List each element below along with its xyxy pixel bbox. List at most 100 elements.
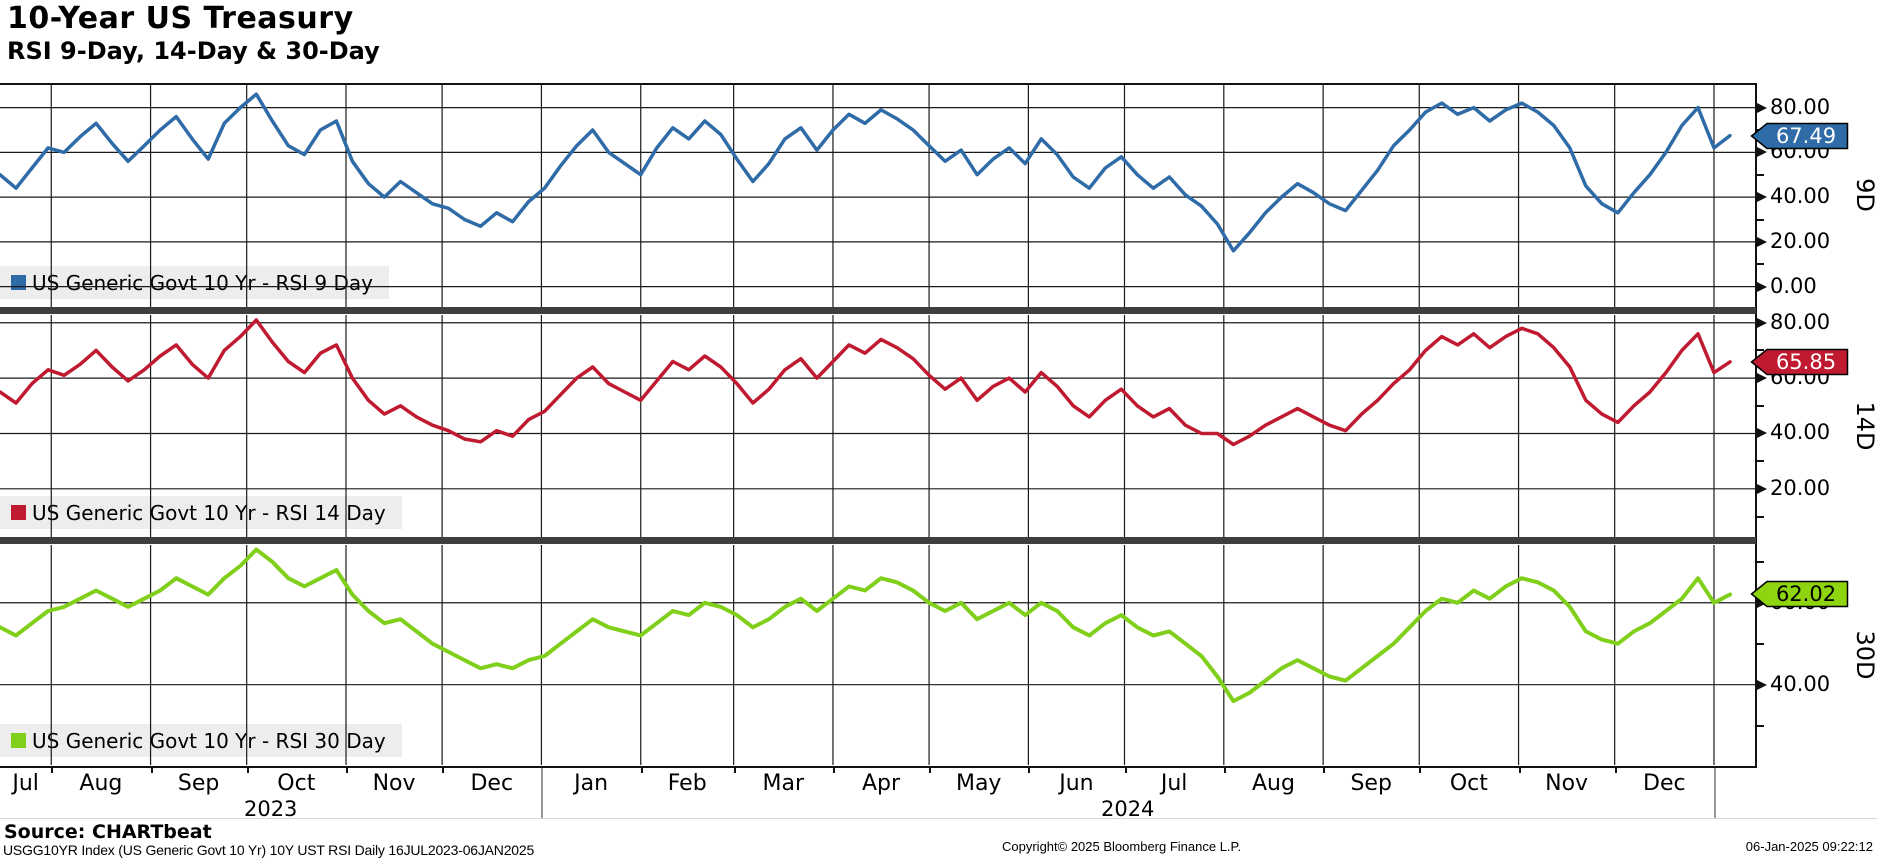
x-axis-month-label: May <box>955 771 1002 796</box>
page-title: 10-Year US Treasury <box>7 1 354 36</box>
index-description: USGG10YR Index (US Generic Govt 10 Yr) 1… <box>3 842 535 858</box>
x-axis-month-label: Mar <box>762 771 805 796</box>
x-axis-month-label: Sep <box>177 771 220 796</box>
x-axis-month-tick <box>1223 768 1226 773</box>
x-axis-year-label: 2024 <box>1100 797 1155 821</box>
last-value-badge-rsi-30d: 62.02 <box>1750 580 1849 608</box>
legend-rsi-14d: US Generic Govt 10 Yr - RSI 14 Day <box>0 496 402 529</box>
y-axis-label: 40.00 <box>1770 671 1831 696</box>
panel-separator-1 <box>0 307 1756 314</box>
panel-separator-2 <box>0 537 1756 544</box>
y-axis-tick-minor <box>1757 349 1764 352</box>
x-axis-month-tick <box>1419 768 1422 773</box>
y-axis-label: 80.00 <box>1770 94 1831 119</box>
x-axis-month-tick <box>733 768 736 773</box>
panel-label-9d: 9D <box>1851 178 1877 212</box>
timestamp: 06-Jan-2025 09:22:12 <box>1745 839 1873 854</box>
y-axis-label: 20.00 <box>1770 475 1831 500</box>
footer-divider <box>0 818 1877 819</box>
x-axis-month-label: Oct <box>1449 771 1488 796</box>
legend-rsi-9d: US Generic Govt 10 Yr - RSI 9 Day <box>0 266 389 299</box>
x-axis-month-tick <box>246 768 249 773</box>
legend-label-rsi-14d: US Generic Govt 10 Yr - RSI 14 Day <box>32 500 386 525</box>
x-axis-month-label: Jul <box>1160 771 1188 796</box>
badge-value-rsi-14d: 65.85 <box>1775 349 1837 374</box>
badge-arrow-icon <box>1750 122 1849 149</box>
y-axis-tick-minor <box>1757 460 1764 463</box>
x-axis-month-label: Jul <box>12 771 39 796</box>
x-axis-month-tick <box>1323 768 1326 773</box>
y-axis-tick-minor <box>1757 560 1764 563</box>
x-axis-year-divider <box>541 768 544 818</box>
panel-label-30d: 30D <box>1851 630 1877 680</box>
x-axis-month-tick <box>51 768 54 773</box>
y-axis-label: 40.00 <box>1770 184 1831 209</box>
y-axis-label: 0.00 <box>1770 273 1817 298</box>
y-axis-tick-major-icon <box>1757 679 1767 690</box>
plot-top-border <box>0 83 1756 85</box>
x-axis-month-tick <box>1124 768 1127 773</box>
source-label: Source: CHARTbeat <box>4 821 212 843</box>
legend-label-rsi-30d: US Generic Govt 10 Yr - RSI 30 Day <box>32 728 386 753</box>
y-axis-label: 40.00 <box>1770 420 1831 445</box>
y-axis-tick-minor <box>1757 173 1764 176</box>
x-axis-month-label: Oct <box>277 771 316 796</box>
y-axis-tick-major-icon <box>1757 483 1767 494</box>
x-axis-month-label: Jun <box>1059 771 1094 796</box>
legend-label-rsi-9d: US Generic Govt 10 Yr - RSI 9 Day <box>32 270 373 295</box>
legend-swatch-rsi-14d-icon <box>11 505 26 520</box>
x-axis-month-label: Sep <box>1350 771 1392 796</box>
y-axis-tick-minor <box>1757 724 1764 727</box>
x-axis-month-label: Aug <box>79 771 123 796</box>
legend-rsi-30d: US Generic Govt 10 Yr - RSI 30 Day <box>0 724 402 757</box>
x-axis-month-tick <box>832 768 835 773</box>
y-axis-tick-major-icon <box>1757 428 1767 439</box>
legend-swatch-rsi-30d-icon <box>11 733 26 748</box>
last-value-badge-rsi-9d: 67.49 <box>1750 122 1849 150</box>
x-axis-month-tick <box>346 768 348 773</box>
rsi-9d-plot <box>0 83 1756 307</box>
x-axis-month-label: Nov <box>372 771 416 796</box>
x-axis-month-label: Dec <box>470 771 514 796</box>
y-axis-tick-major-icon <box>1757 317 1767 328</box>
x-axis-year-divider <box>1713 768 1716 818</box>
page-subtitle: RSI 9-Day, 14-Day & 30-Day <box>7 37 380 65</box>
rsi-14d-plot <box>0 315 1756 537</box>
x-axis-month-tick <box>1028 768 1031 773</box>
y-axis-tick-minor <box>1757 515 1764 518</box>
x-axis-month-label: Dec <box>1643 771 1686 796</box>
x-axis-month-tick <box>442 768 445 773</box>
y-axis-tick-major-icon <box>1757 236 1767 247</box>
panel-label-14d: 14D <box>1851 401 1877 451</box>
x-axis-month-label: Jan <box>574 771 609 796</box>
x-axis-month-label: Aug <box>1251 771 1295 796</box>
x-axis-month-tick <box>640 768 643 773</box>
y-axis-label: 80.00 <box>1770 309 1831 334</box>
badge-arrow-icon <box>1750 581 1849 608</box>
panel-rsi-30d: US Generic Govt 10 Yr - RSI 30 Day <box>0 545 1756 765</box>
y-axis-tick-major-icon <box>1757 281 1767 292</box>
y-axis-tick-major-icon <box>1757 373 1767 384</box>
y-axis-tick-major-icon <box>1757 147 1767 158</box>
plot-bottom-border <box>0 766 1756 768</box>
badge-value-rsi-9d: 67.49 <box>1775 123 1837 148</box>
y-axis-tick-minor <box>1757 218 1764 221</box>
y-axis-line <box>1755 83 1757 768</box>
y-axis-tick-minor <box>1757 263 1764 266</box>
x-axis-month-tick <box>150 768 153 773</box>
x-axis-year-label: 2023 <box>243 797 298 821</box>
x-axis-month-tick <box>1614 768 1617 773</box>
x-axis-month-label: Feb <box>667 771 707 796</box>
panel-rsi-9d: US Generic Govt 10 Yr - RSI 9 Day <box>0 83 1756 307</box>
y-axis-tick-minor <box>1757 404 1764 407</box>
x-axis-month-tick <box>1518 768 1521 773</box>
badge-value-rsi-30d: 62.02 <box>1775 582 1837 607</box>
y-axis-tick-major-icon <box>1757 192 1767 203</box>
x-axis-month-tick <box>929 768 932 773</box>
badge-arrow-icon <box>1750 348 1849 376</box>
y-axis-tick-major-icon <box>1757 102 1767 113</box>
copyright-notice: Copyright© 2025 Bloomberg Finance L.P. <box>1002 839 1242 854</box>
y-axis-tick-minor <box>1757 642 1764 645</box>
rsi-30d-plot <box>0 545 1756 765</box>
